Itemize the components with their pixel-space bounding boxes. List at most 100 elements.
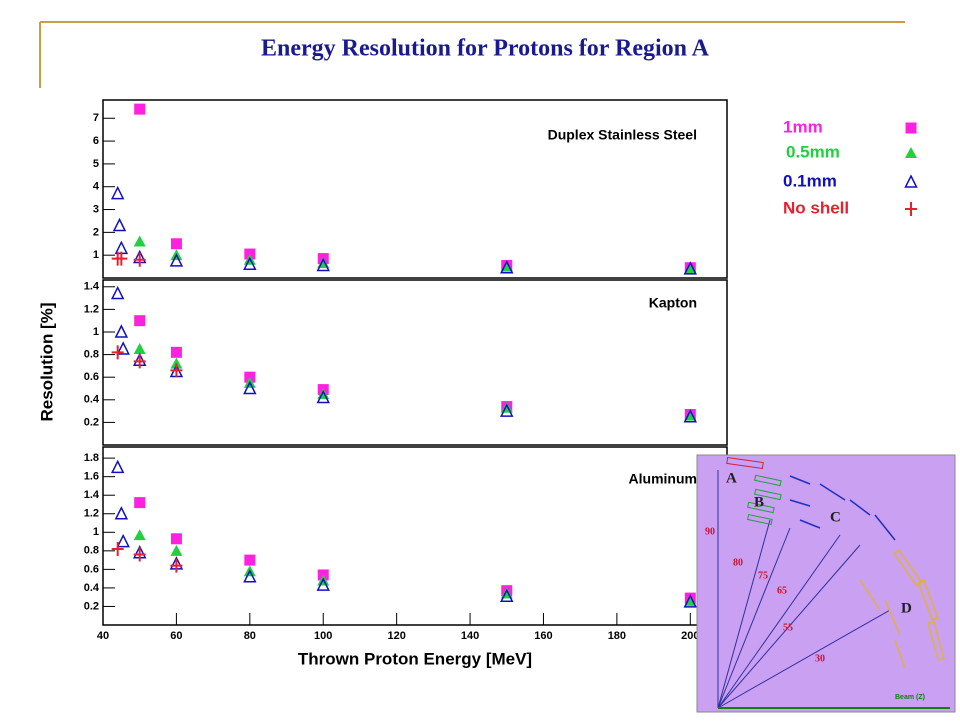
x-tick-label: 100: [314, 630, 332, 642]
region-b: [747, 474, 782, 526]
y-tick-label: 0.8: [84, 545, 99, 557]
legend-label: 0.5mm: [786, 142, 840, 161]
y-tick-label: 1.8: [84, 452, 99, 464]
marker-open-triangle: [243, 256, 257, 271]
x-tick-label: 160: [534, 630, 552, 642]
marker-open-triangle: [500, 588, 514, 603]
marker-open-triangle: [243, 380, 257, 395]
marker-plus: [111, 541, 124, 556]
marker-open-triangle: [316, 257, 330, 272]
marker-open-triangle: [114, 324, 129, 338]
detector-diagram: A B C D 90 80 75 65 55 30 Beam (Z): [696, 454, 956, 713]
panel: 0.2 0.4 0.6 0.8 1 1.2 1.4 1.6 1.8 40 60 80 100 120 140…: [84, 446, 728, 668]
y-tick-label: 0.8: [84, 348, 99, 360]
marker-triangle: [684, 262, 697, 274]
y-tick-label: 4: [93, 181, 100, 193]
marker-square: [905, 122, 917, 134]
marker-plus: [905, 202, 917, 216]
series: [111, 251, 146, 267]
region-label: A: [726, 470, 737, 486]
panel-label: Kapton: [649, 295, 697, 311]
region-a: [726, 456, 764, 470]
y-tick-label: 0.6: [84, 563, 99, 575]
y-tick-label: 1.4: [84, 281, 100, 293]
series: [111, 541, 183, 573]
region-d: [859, 548, 945, 669]
series: [111, 345, 183, 378]
marker-plus: [133, 252, 146, 267]
marker-open-triangle: [110, 185, 125, 200]
y-tick-label: 1: [93, 326, 99, 338]
angle-label: 75: [758, 570, 768, 581]
marker-open-triangle: [316, 577, 330, 591]
marker-open-triangle: [112, 217, 127, 232]
y-axis-label: Resolution [%]: [37, 303, 56, 422]
marker-square: [170, 238, 182, 250]
x-tick-label: 80: [244, 630, 256, 642]
y-tick-label: 1: [93, 526, 99, 538]
x-tick-label: 60: [170, 630, 182, 642]
region-label: C: [830, 509, 841, 525]
region-c: [789, 475, 896, 541]
panel-label: Duplex Stainless Steel: [548, 127, 697, 143]
marker-square: [244, 554, 256, 566]
angle-label: 30: [815, 653, 825, 664]
marker-open-triangle: [683, 409, 698, 423]
marker-triangle: [170, 544, 183, 556]
legend: 1mm 0.5mm 0.1mm No shell: [783, 117, 918, 217]
y-tick-label: 1.6: [84, 471, 99, 483]
axis-label: Beam (Z): [895, 694, 925, 701]
marker-open-triangle: [904, 174, 918, 188]
angle-label: 65: [777, 585, 787, 596]
y-tick-label: 0.6: [84, 371, 99, 383]
x-tick-label: 120: [387, 630, 405, 642]
marker-square: [170, 346, 182, 358]
marker-open-triangle: [116, 533, 130, 548]
marker-open-triangle: [110, 459, 125, 474]
marker-triangle: [905, 147, 917, 158]
angle-label: 80: [733, 557, 743, 568]
plot-frame: [102, 279, 728, 446]
marker-open-triangle: [114, 506, 129, 520]
angle-label: 55: [783, 622, 793, 633]
marker-open-triangle: [683, 261, 698, 275]
y-tick-label: 0.4: [84, 582, 100, 594]
angle-label: 90: [705, 526, 715, 537]
x-axis-label: Thrown Proton Energy [MeV]: [298, 649, 532, 668]
y-tick-label: 1.2: [84, 303, 99, 315]
region-label: D: [901, 600, 912, 616]
marker-open-triangle: [316, 389, 330, 404]
marker-square: [134, 103, 146, 115]
x-tick-label: 140: [461, 630, 479, 642]
marker-open-triangle: [169, 253, 184, 267]
panel: 0.2 0.4 0.6 0.8 1 1.2 1.4 Resolution [%] Kapton: [37, 279, 728, 446]
marker-plus: [111, 345, 124, 360]
x-tick-label: 200: [681, 630, 699, 642]
marker-open-triangle: [500, 260, 514, 274]
marker-plus: [133, 547, 146, 562]
marker-square: [134, 315, 146, 327]
panel: 1 2 3 4 5 6 7 Duplex Stainless Steel: [93, 99, 728, 279]
marker-open-triangle: [110, 285, 125, 300]
plot-frame: [102, 99, 728, 279]
y-tick-label: 1.2: [84, 508, 99, 520]
legend-label: 1mm: [783, 117, 823, 136]
series: [110, 185, 698, 275]
y-tick-label: 3: [93, 203, 99, 215]
rays: [717, 470, 891, 709]
marker-open-triangle: [243, 569, 257, 583]
marker-open-triangle: [683, 594, 698, 608]
legend-label: 0.1mm: [783, 171, 837, 190]
marker-plus: [133, 354, 146, 369]
marker-triangle: [133, 235, 146, 247]
marker-plus: [170, 363, 183, 378]
y-tick-label: 7: [93, 112, 99, 124]
y-tick-label: 2: [93, 226, 99, 238]
x-tick-label: 180: [608, 630, 626, 642]
marker-square: [170, 533, 182, 545]
y-tick-label: 0.2: [84, 600, 99, 612]
y-tick-label: 1.4: [84, 489, 100, 501]
marker-triangle: [133, 342, 146, 354]
panel-label: Aluminum: [629, 471, 697, 487]
